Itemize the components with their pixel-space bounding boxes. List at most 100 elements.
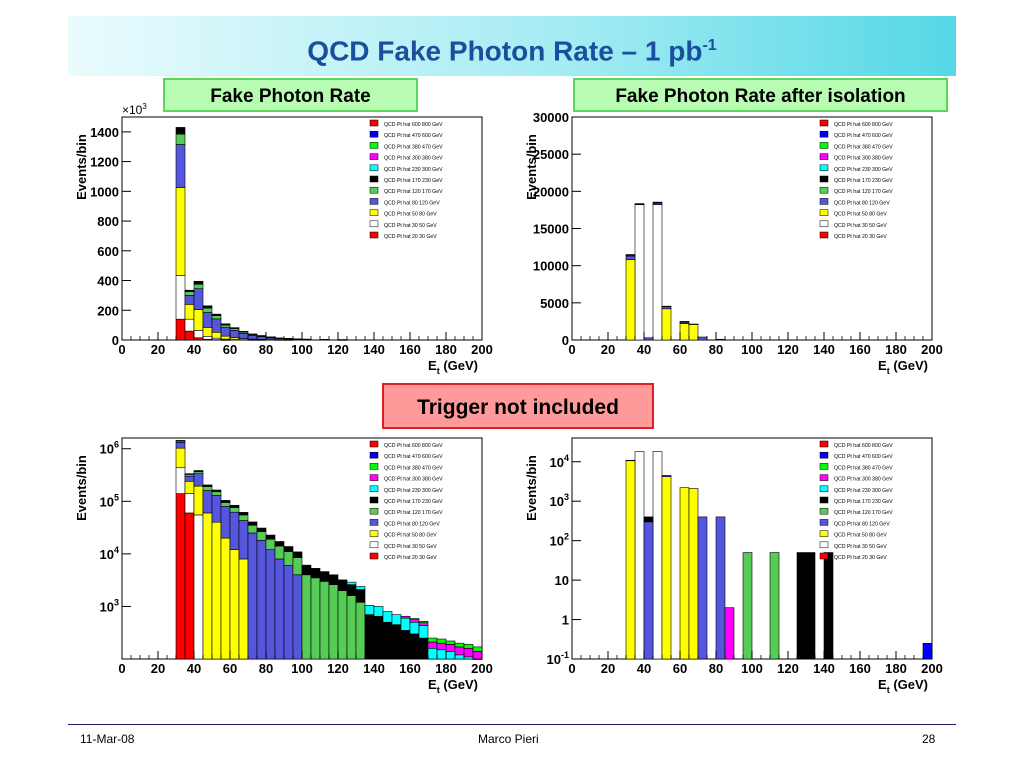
- x-axis-label: Et (GeV): [878, 358, 928, 376]
- bar: [445, 651, 456, 660]
- bar: [184, 493, 195, 514]
- x-tick-label: 120: [327, 342, 349, 357]
- bar: [292, 338, 303, 340]
- bar: [436, 649, 447, 660]
- bar: [373, 615, 384, 660]
- bar: [661, 475, 672, 477]
- bar: [337, 579, 348, 591]
- bar: [202, 305, 213, 309]
- bar: [679, 487, 690, 660]
- bar: [202, 335, 213, 340]
- bar: [292, 574, 303, 660]
- x-tick-label: 0: [118, 342, 125, 357]
- bar: [310, 568, 321, 579]
- x-tick-label: 160: [849, 342, 871, 357]
- bar: [364, 605, 375, 615]
- bar: [346, 595, 357, 660]
- bar: [409, 633, 420, 660]
- bar: [688, 324, 699, 341]
- x-tick-label: 40: [637, 342, 651, 357]
- y-tick-label: 1400: [90, 125, 119, 140]
- bar: [220, 502, 231, 507]
- bar: [202, 490, 213, 514]
- legend-label: QCD Pt hat 120 170 GeV: [384, 189, 443, 195]
- legend-label: QCD Pt hat 170 230 GeV: [384, 499, 443, 505]
- x-tick-label: 40: [637, 661, 651, 676]
- bar: [436, 638, 447, 644]
- legend-swatch: [819, 463, 829, 470]
- legend: QCD Pt hat 600 800 GeV QCD Pt hat 470 600…: [369, 440, 443, 561]
- legend-label: QCD Pt hat 380 470 GeV: [834, 144, 893, 150]
- legend-swatch: [369, 130, 379, 138]
- bar: [472, 646, 483, 652]
- bar: [238, 514, 249, 521]
- bar: [697, 516, 708, 660]
- x-tick-label: 160: [399, 342, 421, 357]
- bar: [238, 558, 249, 660]
- legend-swatch: [369, 231, 379, 239]
- x-axis-label: Et (GeV): [878, 677, 928, 695]
- bar: [418, 622, 429, 627]
- bar: [643, 521, 654, 660]
- bar: [409, 619, 420, 623]
- y-tick-label: 15000: [533, 222, 569, 237]
- bar: [625, 459, 636, 462]
- x-tick-label: 180: [435, 342, 457, 357]
- x-tick-label: 180: [885, 342, 907, 357]
- bar: [400, 617, 411, 631]
- legend-swatch: [369, 186, 379, 194]
- legend-label: QCD Pt hat 600 800 GeV: [834, 122, 893, 128]
- legend-label: QCD Pt hat 20 30 GeV: [384, 555, 437, 561]
- bar: [427, 641, 438, 649]
- legend-swatch: [369, 451, 379, 459]
- bar: [328, 574, 339, 585]
- legend-swatch: [369, 552, 379, 560]
- x-tick-label: 120: [777, 342, 799, 357]
- legend-swatch: [369, 153, 379, 160]
- bar: [634, 451, 645, 660]
- x-tick-label: 140: [813, 342, 835, 357]
- y-tick-label: 30000: [533, 110, 569, 125]
- x-tick-label: 80: [709, 661, 723, 676]
- x-tick-label: 180: [435, 661, 457, 676]
- bar: [427, 647, 438, 660]
- bar: [346, 581, 357, 585]
- y-tick-label: 103: [100, 597, 119, 614]
- legend-swatch: [369, 541, 379, 549]
- x-tick-label: 20: [601, 661, 615, 676]
- bar: [319, 581, 330, 660]
- bar: [454, 642, 465, 648]
- x-tick-label: 200: [921, 342, 943, 357]
- x-tick-label: 60: [223, 342, 237, 357]
- legend-swatch: [369, 119, 379, 127]
- bar: [202, 484, 213, 487]
- legend-label: QCD Pt hat 170 230 GeV: [834, 178, 893, 184]
- bar: [238, 333, 249, 339]
- bar: [175, 440, 186, 442]
- bar: [319, 571, 330, 582]
- legend-swatch: [369, 519, 379, 526]
- y-axis-label: Events/bin: [524, 134, 539, 200]
- bar: [409, 621, 420, 635]
- bar: [769, 552, 780, 660]
- legend-swatch: [369, 440, 379, 448]
- bar: [193, 309, 204, 331]
- legend-swatch: [819, 530, 829, 537]
- bar: [463, 644, 474, 649]
- bar: [922, 643, 933, 660]
- bar: [346, 584, 357, 597]
- x-tick-label: 20: [151, 661, 165, 676]
- legend-label: QCD Pt hat 600 800 GeV: [834, 443, 893, 449]
- bar: [229, 511, 240, 551]
- bar: [661, 476, 672, 660]
- bar: [463, 656, 474, 660]
- legend-label: QCD Pt hat 230 300 GeV: [834, 167, 893, 173]
- y-tick-label: 0: [112, 333, 119, 348]
- bar: [193, 473, 204, 487]
- legend-swatch: [819, 507, 829, 515]
- footer-date: 11-Mar-08: [80, 732, 135, 746]
- legend-swatch: [369, 485, 379, 493]
- bar: [211, 331, 222, 339]
- x-tick-label: 40: [187, 342, 201, 357]
- legend-swatch: [369, 220, 379, 228]
